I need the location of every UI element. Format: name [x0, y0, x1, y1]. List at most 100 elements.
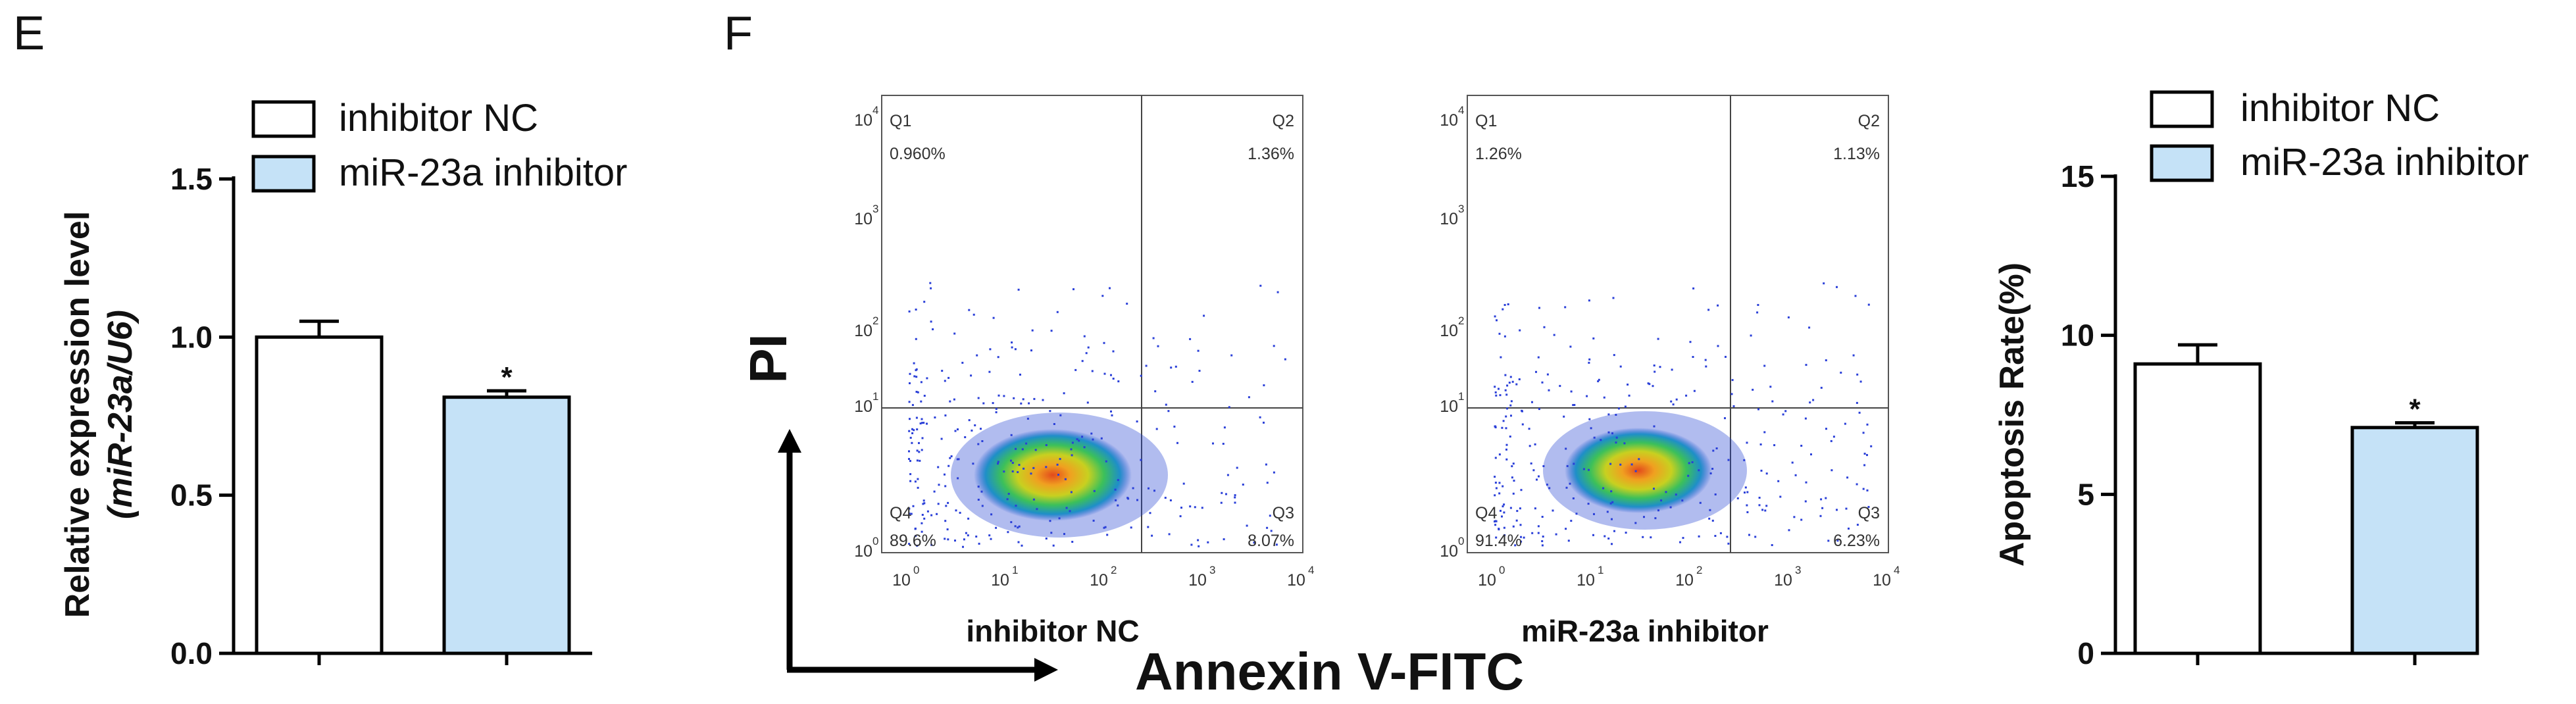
flow-plot-1 [881, 95, 1303, 553]
flow-1-ytick-exp-3: 3 [872, 203, 878, 215]
flow-2-xtick-4: 10 [1873, 571, 1891, 590]
flow-1-xtick-exp-2: 2 [1111, 564, 1117, 576]
flow-2-q1-name: Q1 [1475, 112, 1497, 130]
f-bar-0 [2133, 362, 2262, 655]
flow-2-q3-value: 6.23% [1833, 532, 1880, 550]
panel-label-e: E [13, 7, 45, 60]
y-axis-label-f: Apoptosis Rate(%) [1993, 263, 2031, 566]
flow-1-xtick-exp-3: 3 [1209, 564, 1215, 576]
legend-f-swatch-control [2150, 90, 2214, 128]
flow-plot-2 [1467, 95, 1889, 553]
flow-1-xtick-exp-1: 1 [1012, 564, 1018, 576]
f-significance-1: * [2409, 393, 2421, 426]
flow-plot-2-frame [1467, 95, 1889, 553]
e-bar-1 [442, 395, 571, 655]
flow-1-xtick-3: 10 [1188, 571, 1207, 590]
flow-2-ytick-3: 10 [1440, 210, 1458, 228]
y-axis-label-e: Relative expression level [59, 211, 97, 618]
flow-1-q2-name: Q2 [1273, 112, 1294, 130]
legend-label-control: inhibitor NC [339, 97, 538, 139]
flow-1-q1-value: 0.960% [890, 145, 946, 163]
flow-1-ytick-2: 10 [854, 322, 872, 340]
flow-1-xtick-0: 10 [892, 571, 911, 590]
flow-2-ytick-1: 10 [1440, 397, 1458, 416]
flow-plots: Q1 0.960% Q2 1.36% Q3 8.07% Q4 89.6% Q1 … [739, 95, 1900, 701]
flow-2-xtick-exp-4: 4 [1894, 564, 1900, 576]
flow-1-ytick-1: 10 [854, 397, 872, 416]
e-ytick-label-3: 1.5 [170, 162, 213, 196]
flow-1-ytick-exp-0: 0 [872, 535, 878, 547]
flow-log-ticks: 1001001011011021021031031041041001001011… [854, 104, 1900, 590]
flow-2-q3-name: Q3 [1858, 504, 1880, 522]
flow-2-xtick-0: 10 [1478, 571, 1496, 590]
y-axis-sublabel-e: (miR-23a/U6) [101, 310, 139, 519]
flow-2-ytick-0: 10 [1440, 542, 1458, 561]
flow-2-xtick-exp-3: 3 [1795, 564, 1801, 576]
flow-1-ytick-exp-2: 2 [872, 314, 878, 327]
flow-caption-2: miR-23a inhibitor [1521, 614, 1769, 648]
flow-1-ytick-3: 10 [854, 210, 872, 228]
e-bar-0 [255, 335, 384, 655]
flow-1-q3-name: Q3 [1273, 504, 1294, 522]
flow-2-ytick-2: 10 [1440, 322, 1458, 340]
f-bar-1 [2350, 426, 2479, 655]
flow-2-q2-value: 1.13% [1833, 145, 1880, 163]
f-ytick-label-2: 10 [2061, 318, 2094, 353]
flow-1-q4-value: 89.6% [890, 532, 936, 550]
e-ytick-label-2: 1.0 [170, 320, 213, 354]
legend-swatch-treatment [251, 155, 316, 193]
panel-label-f: F [724, 7, 753, 60]
flow-1-xtick-exp-0: 0 [913, 564, 919, 576]
flow-2-q4-value: 91.4% [1475, 532, 1522, 550]
flow-plot-1-density-core [974, 429, 1132, 521]
f-ytick-label-1: 5 [2077, 477, 2094, 511]
flow-1-xtick-1: 10 [991, 571, 1009, 590]
flow-1-ytick-exp-1: 1 [872, 390, 878, 403]
flow-caption-1: inhibitor NC [966, 614, 1139, 648]
flow-2-xtick-exp-2: 2 [1696, 564, 1702, 576]
legend-f-swatch-treatment [2150, 144, 2214, 182]
flow-plot-1-frame [881, 95, 1303, 553]
f-ytick-label-3: 15 [2061, 159, 2094, 193]
flow-1-ytick-4: 10 [854, 111, 872, 130]
flow-2-xtick-3: 10 [1774, 571, 1792, 590]
flow-1-xtick-2: 10 [1090, 571, 1108, 590]
annexin-axis-label: Annexin V-FITC [1135, 642, 1524, 701]
flow-plot-2-density-core [1565, 428, 1712, 513]
flow-1-q1-name: Q1 [890, 112, 911, 130]
flow-2-xtick-exp-0: 0 [1499, 564, 1505, 576]
legend-f-label-treatment: miR-23a inhibitor [2240, 141, 2529, 184]
y-ticks-e: 0.0 0.5 1.0 1.5 [170, 162, 234, 670]
flow-2-ytick-exp-1: 1 [1458, 390, 1464, 403]
bars-f: * [2133, 343, 2479, 665]
pi-axis-label: PI [739, 334, 797, 384]
flow-2-ytick-exp-0: 0 [1458, 535, 1464, 547]
flow-2-ytick-exp-2: 2 [1458, 314, 1464, 327]
y-ticks-f: 0 5 10 15 [2061, 159, 2115, 670]
flow-2-ytick-exp-3: 3 [1458, 203, 1464, 215]
flow-1-xtick-exp-4: 4 [1308, 564, 1314, 576]
legend-f: inhibitor NC miR-23a inhibitor [2150, 87, 2529, 184]
flow-plot-1-scatter [908, 282, 1286, 548]
legend-label-treatment: miR-23a inhibitor [339, 151, 627, 194]
flow-1-ytick-exp-4: 4 [872, 104, 878, 116]
f-ytick-label-0: 0 [2077, 636, 2094, 670]
e-ytick-label-0: 0.0 [170, 636, 213, 670]
flow-2-q4-name: Q4 [1475, 504, 1497, 522]
flow-2-xtick-exp-1: 1 [1598, 564, 1604, 576]
flow-1-q2-value: 1.36% [1248, 145, 1294, 163]
flow-1-q4-name: Q4 [890, 504, 911, 522]
legend-f-label-control: inhibitor NC [2240, 87, 2440, 130]
e-ytick-label-1: 0.5 [170, 478, 213, 513]
legend-e: inhibitor NC miR-23a inhibitor [251, 97, 627, 194]
flow-1-q3-value: 8.07% [1248, 532, 1294, 550]
flow-2-xtick-2: 10 [1675, 571, 1694, 590]
flow-2-xtick-1: 10 [1577, 571, 1595, 590]
flow-2-ytick-exp-4: 4 [1458, 104, 1464, 116]
flow-2-ytick-4: 10 [1440, 111, 1458, 130]
flow-1-xtick-4: 10 [1287, 571, 1305, 590]
flow-1-ytick-0: 10 [854, 542, 872, 561]
flow-2-q1-value: 1.26% [1475, 145, 1522, 163]
